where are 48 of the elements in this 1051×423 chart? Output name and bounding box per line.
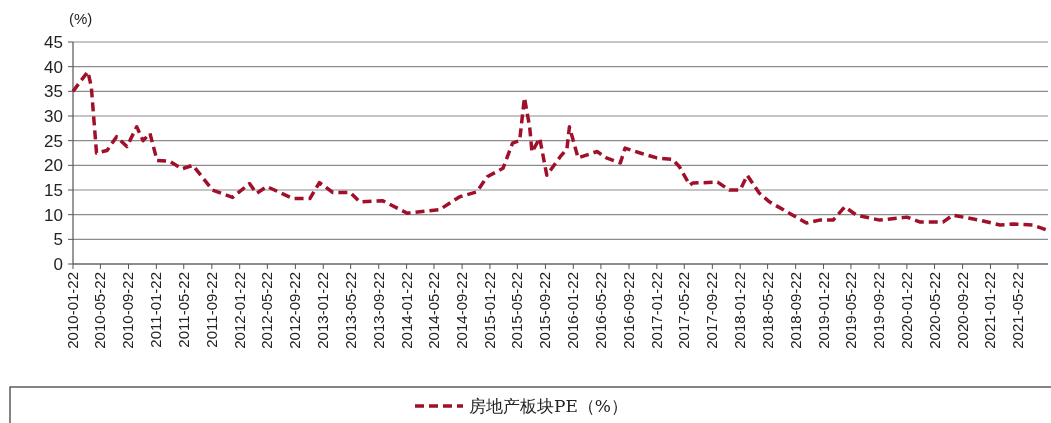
x-tick-label: 2020-01-22: [897, 272, 915, 349]
x-tick-label: 2018-09-22: [786, 272, 804, 349]
x-tick-label: 2019-01-22: [814, 272, 832, 349]
x-tick-label: 2011-09-22: [202, 272, 220, 348]
x-tick-label: 2010-05-22: [91, 272, 109, 349]
x-tick-label: 2015-09-22: [536, 272, 554, 349]
legend: 房地产板块PE（%）: [9, 386, 1051, 423]
x-tick-label: 2020-09-22: [953, 272, 971, 349]
y-tick-label: 40: [44, 57, 63, 77]
y-tick-label: 25: [44, 131, 63, 151]
x-tick-label: 2021-05-22: [1008, 272, 1026, 349]
x-tick-label: 2017-01-22: [647, 272, 665, 349]
y-tick-label: 5: [53, 230, 63, 250]
x-tick-label: 2011-01-22: [147, 272, 165, 348]
y-tick-label: 45: [44, 33, 63, 52]
x-tick-label: 2013-05-22: [341, 272, 359, 349]
y-tick-label: 0: [53, 255, 63, 274]
x-tick-label: 2019-09-22: [870, 272, 888, 349]
x-tick-label: 2016-09-22: [620, 272, 637, 349]
x-tick-label: 2018-05-22: [758, 272, 776, 349]
x-tick-label: 2014-01-22: [397, 272, 415, 349]
x-tick-label: 2017-05-22: [675, 272, 693, 349]
y-tick-label: 20: [44, 156, 63, 176]
x-tick-label: 2021-01-22: [981, 272, 999, 349]
x-tick-label: 2016-05-22: [591, 272, 609, 349]
y-axis-title: (%): [69, 10, 93, 27]
x-tick-label: 2018-01-22: [731, 272, 749, 349]
x-tick-label: 2014-05-22: [425, 272, 442, 349]
x-tick-label: 2011-05-22: [174, 272, 192, 348]
x-tick-label: 2013-01-22: [314, 272, 332, 349]
y-tick-label: 10: [44, 205, 63, 225]
x-tick-label: 2014-09-22: [453, 272, 471, 349]
x-tick-label: 2013-09-22: [369, 272, 387, 349]
legend-label: 房地产板块PE（%）: [469, 396, 629, 416]
x-tick-label: 2017-09-22: [703, 272, 721, 349]
x-tick-label: 2010-01-22: [64, 272, 81, 349]
x-tick-label: 2012-05-22: [258, 272, 276, 349]
x-tick-label: 2015-05-22: [508, 272, 526, 349]
y-tick-label: 35: [44, 82, 63, 102]
y-tick-label: 30: [44, 107, 63, 126]
y-tick-label: 15: [44, 181, 63, 200]
x-tick-label: 2019-05-22: [841, 272, 859, 349]
x-tick-label: 2015-01-22: [480, 272, 498, 349]
x-tick-label: 2016-01-22: [564, 272, 582, 349]
x-tick-label: 2020-05-22: [925, 272, 943, 349]
x-tick-label: 2012-09-22: [286, 272, 304, 349]
x-tick-label: 2012-01-22: [230, 272, 248, 349]
x-tick-label: 2010-09-22: [119, 272, 137, 349]
